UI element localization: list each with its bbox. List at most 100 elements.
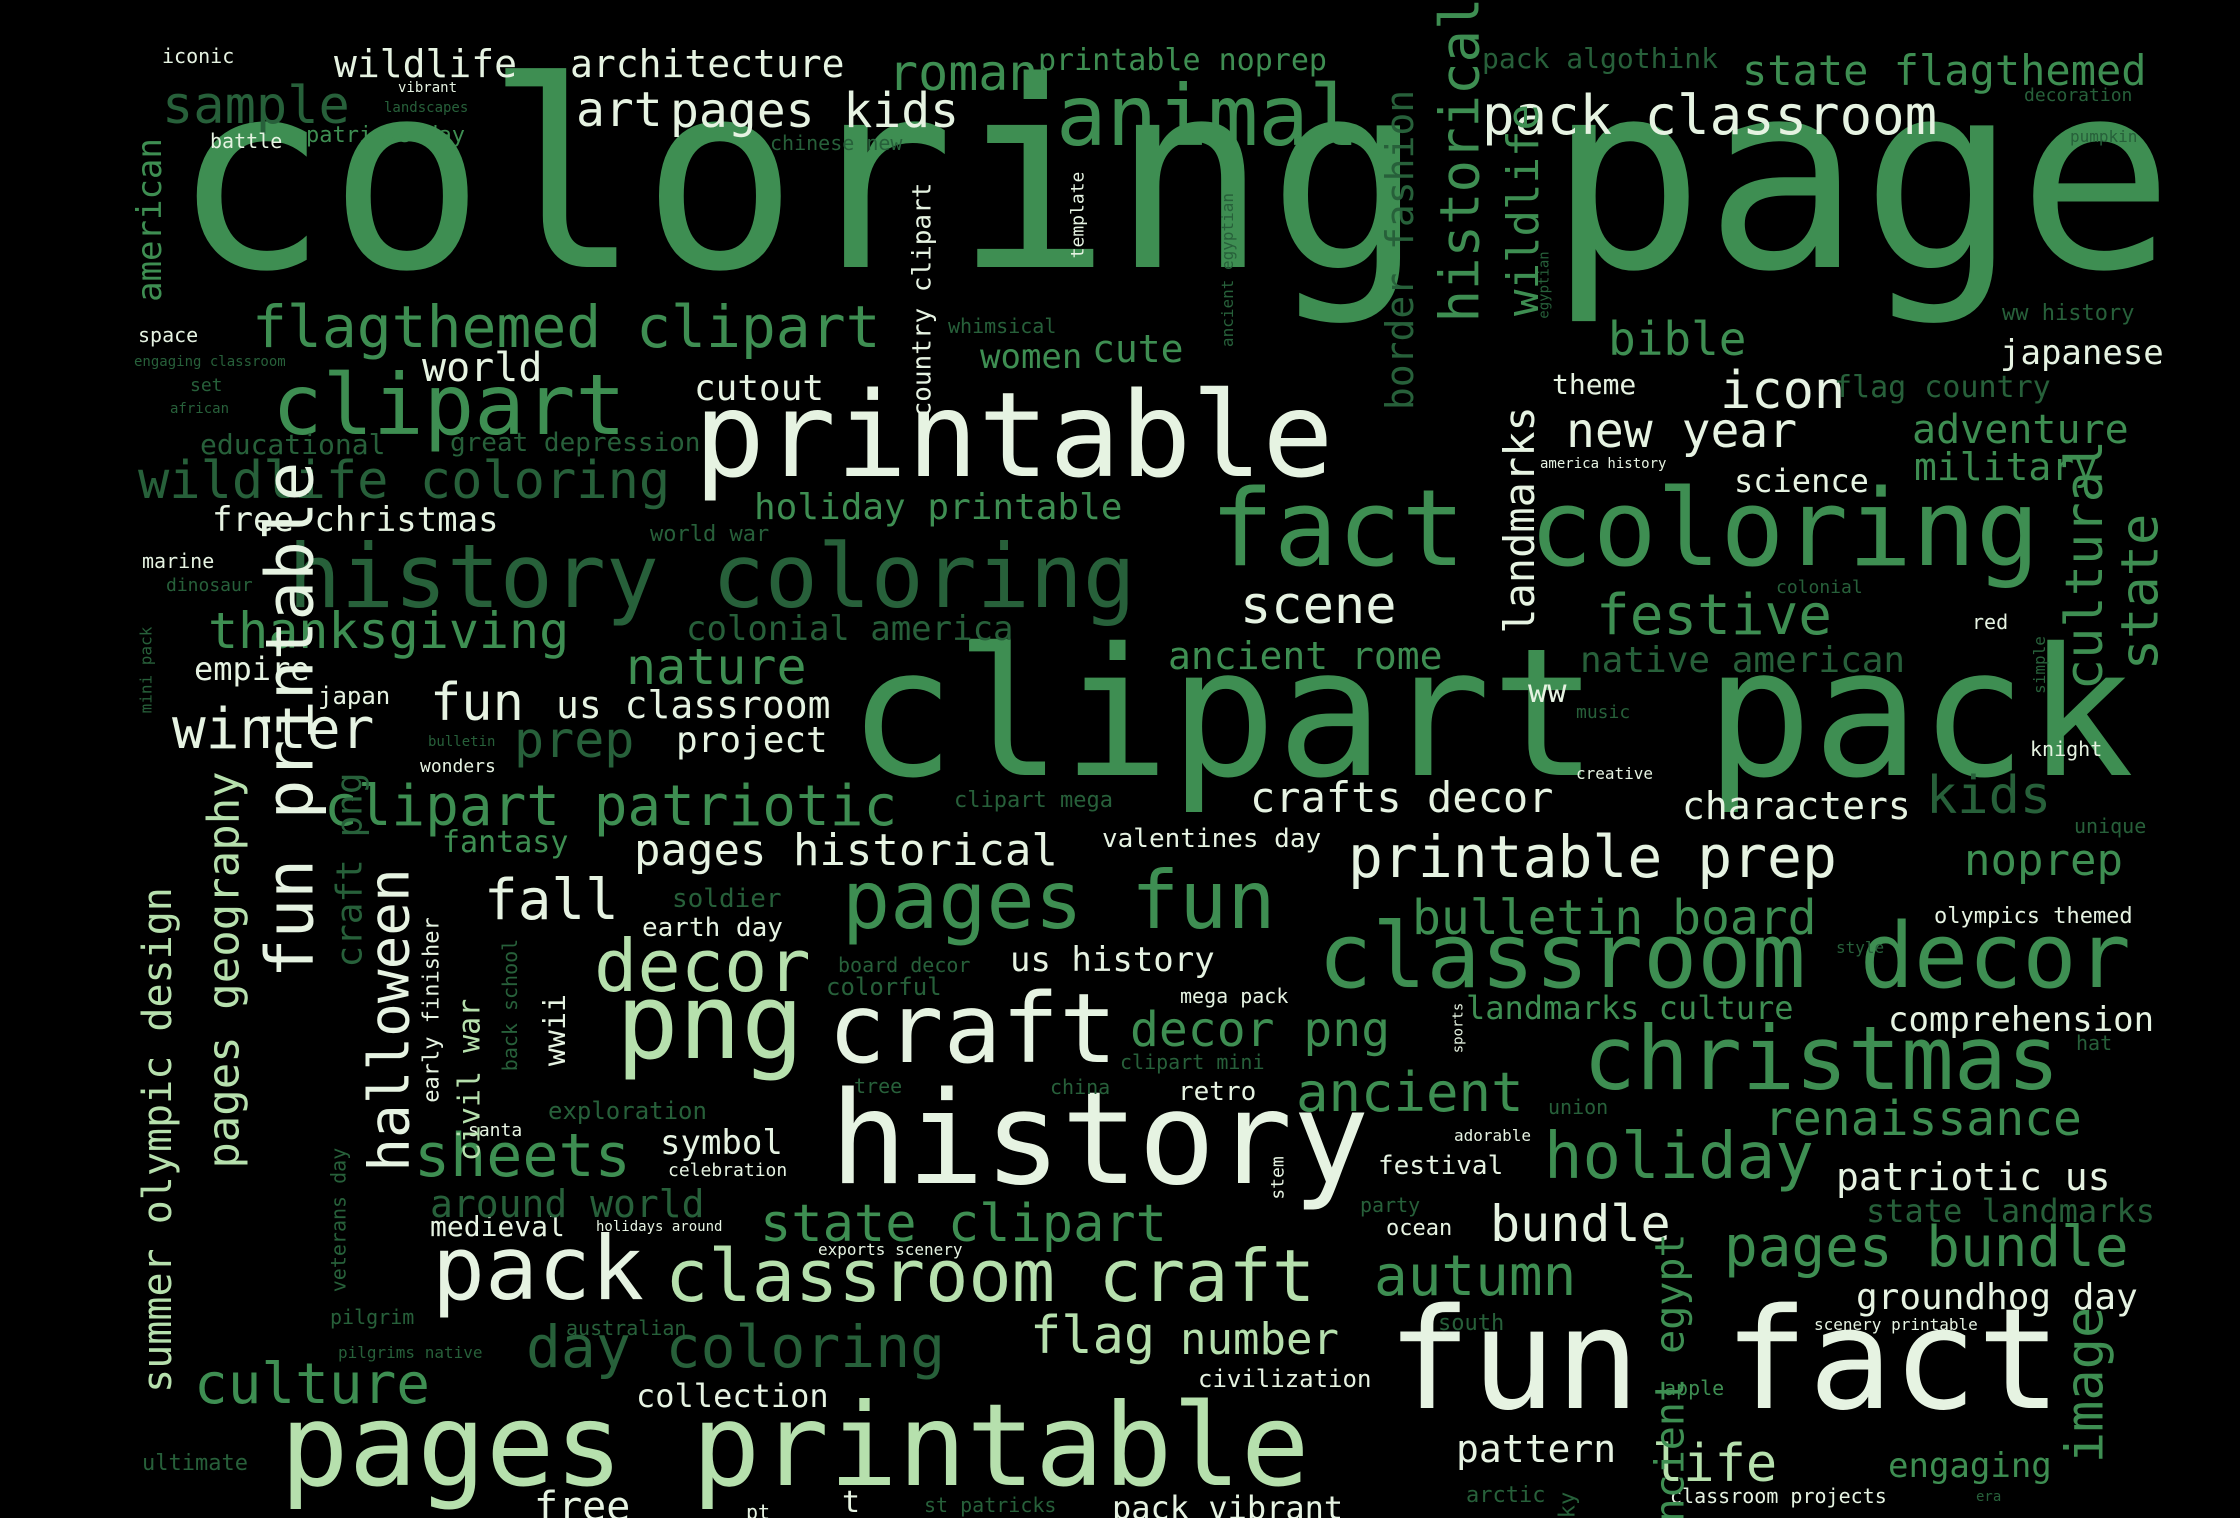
cloud-word: pack algothink [1482,42,1719,75]
cloud-word: african [170,401,230,417]
cloud-word: japan [318,682,391,710]
cloud-word: adventure [1912,407,2129,453]
cloud-word: pack vibrant [1112,1489,1344,1518]
cloud-word: ultimate [142,1451,248,1476]
cloud-word: crafts decor [1250,773,1554,822]
cloud-word: soldier [672,884,782,914]
cloud-word: bulletin board [1412,890,1817,946]
cloud-word-vertical: halloween [357,868,423,1172]
cloud-word: roman [888,44,1039,102]
cloud-word: medieval [430,1210,565,1243]
cloud-word: bible [1608,312,1747,366]
cloud-word: japanese [2000,333,2164,373]
cloud-word-vertical: back school [498,938,523,1072]
cloud-word: engaging [1888,1446,2052,1486]
cloud-word: clipart [272,356,627,454]
cloud-word: pack [432,1217,644,1320]
cloud-word-vertical: pages geography [198,771,250,1169]
cloud-word: fall [484,868,619,933]
cloud-word: world [422,345,543,391]
cloud-word: festival [1378,1151,1504,1181]
cloud-word: pack classroom [1482,84,1938,147]
cloud-word: china [1050,1075,1111,1099]
cloud-word-vertical: american [129,138,170,302]
cloud-word: number [1180,1314,1339,1365]
cloud-word: collection [636,1377,829,1415]
cloud-word-vertical: stem [1267,1156,1289,1200]
cloud-word: sample [162,76,350,136]
cloud-word: flag country [1834,370,2051,405]
cloud-word: colonial america [686,609,1014,649]
cloud-word: scene [1240,576,1397,636]
cloud-word: science [1734,462,1869,500]
cloud-word: holiday [1544,1120,1814,1194]
cloud-word: civilization [1198,1365,1372,1393]
cloud-word: decor png [1130,1002,1391,1058]
cloud-word: nature [626,638,807,696]
cloud-word: ww history [2002,301,2135,326]
cloud-word: pt [746,1500,771,1518]
cloud-word: wonders [420,756,496,777]
cloud-word: battle [210,129,283,153]
cloud-word: kids [1926,766,2052,826]
cloud-word: marine [142,549,215,573]
cloud-word: pattern [1456,1427,1617,1471]
cloud-word: christmas [1583,1007,2060,1110]
cloud-word: pilgrim [330,1305,415,1329]
cloud-word: olympics themed [1934,904,2133,929]
cloud-word: new year [1566,403,1798,459]
cloud-word-vertical: wwii [538,993,574,1067]
cloud-word: wildlife [334,42,518,86]
cloud-word: classroom projects [1670,1484,1887,1508]
cloud-word: culture [194,1352,431,1417]
cloud-word: tree [854,1074,903,1098]
cloud-word: native american [1580,640,1906,681]
cloud-word: ww [1528,672,1567,710]
cloud-word: colonial [1776,577,1863,598]
cloud-word: landscapes [384,100,469,116]
cloud-word: flagthemed clipart [252,293,881,361]
cloud-word: clipart patriotic [324,774,898,839]
cloud-word: state clipart [760,1194,1167,1254]
cloud-word: pages fun [842,854,1276,947]
cloud-word: state landmarks [1866,1192,2155,1230]
cloud-word: fun fact [1387,1279,2062,1442]
cloud-word: history coloring [288,525,1136,628]
cloud-word: state flagthemed [1742,46,2147,95]
cloud-word: theme [1552,368,1637,401]
cloud-word: pages historical [634,825,1058,876]
cloud-word-vertical: early finisher [419,917,445,1103]
cloud-word: clipart mega [954,788,1113,813]
cloud-word-vertical: veterans day [325,1147,350,1293]
cloud-word: adorable [1454,1126,1532,1145]
cloud-word-vertical: border fashion [1378,89,1423,411]
cloud-word: ancient rome [1168,634,1443,678]
cloud-word: party [1360,1193,1421,1217]
cloud-word-vertical: image [2054,1306,2115,1464]
cloud-word: clipart mini [1120,1050,1265,1074]
cloud-word: colorful [826,973,942,1001]
cloud-word-vertical: template [1066,171,1088,259]
cloud-word-vertical: mini pack [135,626,155,714]
cloud-word: day coloring [526,1313,946,1381]
cloud-word: classroom decor [1318,904,2131,1009]
cloud-word: dinosaur [166,575,253,596]
cloud-word: pilgrims native [338,1343,483,1362]
cloud-word: cute [1092,327,1184,371]
cloud-word-vertical: country clipart [906,182,937,418]
cloud-word: women [980,337,1083,377]
cloud-word: military [1914,445,2098,489]
cloud-word: architecture [570,42,845,86]
cloud-word: cutout [694,368,825,409]
cloud-word: australian [566,1316,687,1340]
cloud-word: classroom craft [665,1234,1316,1318]
cloud-word: music [1576,702,1631,723]
cloud-word: fun [430,673,524,733]
cloud-word: groundhog day [1856,1277,2138,1318]
cloud-word: board decor [838,953,971,977]
cloud-word: free christmas [212,500,499,540]
cloud-word: page [1548,27,2175,329]
cloud-word: apple [1664,1376,1725,1400]
cloud-word: america history [1540,456,1667,472]
cloud-word: animal [1056,67,1360,165]
